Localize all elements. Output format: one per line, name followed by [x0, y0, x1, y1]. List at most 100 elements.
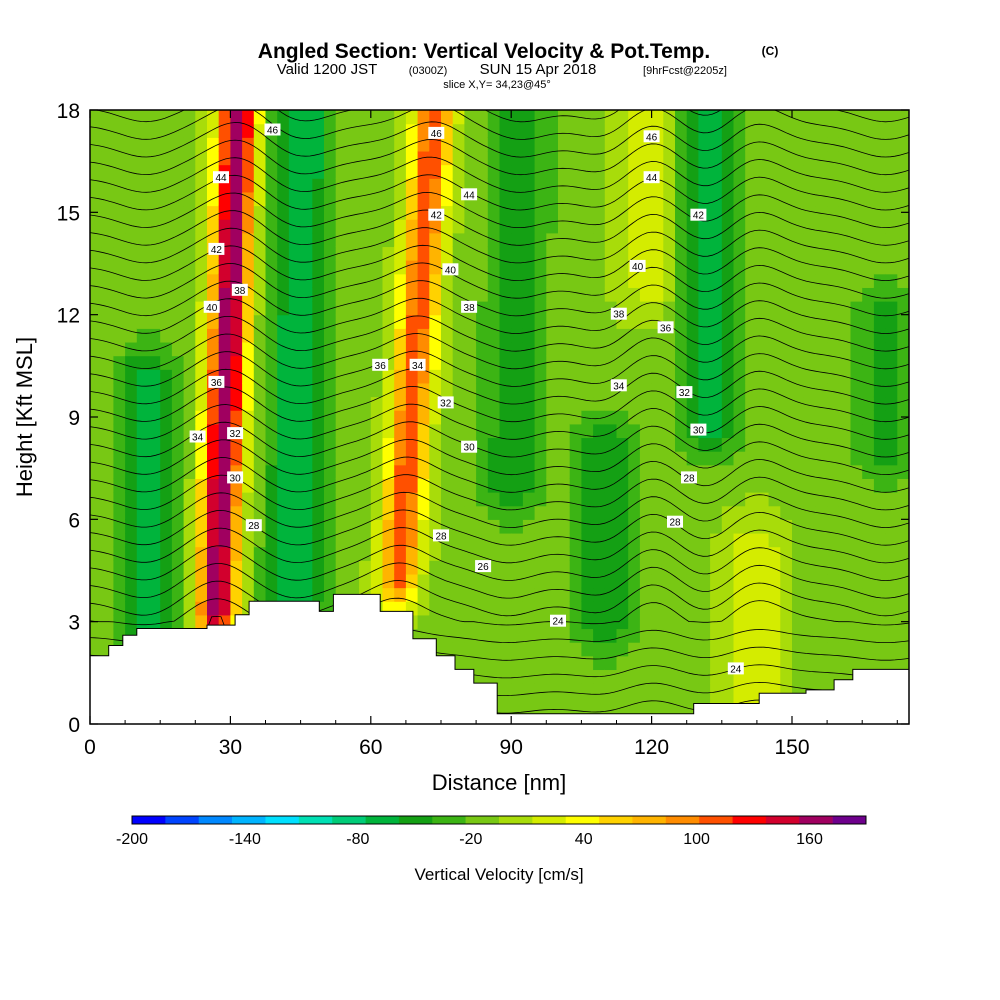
velocity-cell: [476, 260, 489, 275]
velocity-cell: [160, 178, 173, 193]
velocity-cell: [616, 205, 629, 220]
velocity-cell: [710, 396, 723, 411]
velocity-cell: [300, 369, 313, 384]
velocity-cell: [651, 232, 664, 248]
velocity-cell: [639, 601, 653, 616]
velocity-cell: [534, 328, 547, 343]
velocity-cell: [651, 464, 664, 479]
velocity-cell: [347, 492, 360, 507]
velocity-cell: [499, 696, 512, 711]
velocity-cell: [897, 642, 909, 657]
velocity-cell: [101, 464, 114, 479]
velocity-cell: [710, 341, 723, 357]
velocity-cell: [335, 519, 348, 534]
velocity-cell: [405, 314, 419, 329]
isentrope-label-box: [264, 123, 281, 136]
velocity-cell: [768, 260, 781, 275]
velocity-cell: [312, 273, 325, 288]
velocity-cell: [253, 328, 267, 343]
velocity-cell: [125, 123, 138, 138]
velocity-cell: [686, 341, 699, 357]
velocity-cell: [593, 355, 606, 370]
velocity-cell: [265, 246, 278, 261]
velocity-cell: [136, 232, 150, 248]
velocity-cell: [522, 410, 536, 425]
y-tick-label: 9: [68, 407, 80, 430]
velocity-cell: [768, 396, 781, 411]
velocity-cell: [792, 573, 805, 589]
velocity-cell: [581, 546, 594, 561]
velocity-cell: [452, 573, 465, 589]
velocity-cell: [721, 137, 735, 152]
velocity-cell: [464, 423, 477, 439]
velocity-cell: [300, 314, 313, 329]
velocity-cell: [639, 573, 653, 589]
velocity-cell: [148, 191, 161, 207]
velocity-cell: [850, 423, 863, 439]
velocity-cell: [581, 191, 594, 207]
velocity-cell: [604, 164, 618, 179]
velocity-cell: [885, 355, 898, 370]
velocity-cell: [850, 246, 863, 261]
velocity-cell: [207, 396, 220, 411]
velocity-cell: [569, 287, 582, 302]
velocity-cell: [171, 164, 185, 179]
velocity-cell: [639, 614, 653, 630]
velocity-cell: [663, 573, 676, 589]
velocity-cell: [476, 382, 489, 398]
velocity-cell: [382, 219, 395, 234]
velocity-cell: [604, 191, 618, 207]
velocity-cell: [464, 642, 477, 657]
velocity-cell: [218, 150, 231, 166]
isentrope-label: 34: [409, 358, 426, 372]
velocity-cell: [359, 355, 372, 370]
velocity-cell: [429, 328, 442, 343]
velocity-cell: [394, 587, 407, 602]
velocity-cell: [768, 273, 781, 288]
velocity-cell: [242, 546, 255, 561]
velocity-cell: [558, 287, 571, 302]
velocity-cell: [780, 369, 793, 384]
velocity-cell: [394, 519, 407, 534]
velocity-cell: [686, 150, 699, 166]
velocity-cell: [265, 382, 278, 398]
velocity-cell: [101, 150, 114, 166]
velocity-cell: [452, 219, 465, 234]
velocity-cell: [452, 451, 465, 466]
velocity-cell: [101, 273, 114, 288]
velocity-cell: [546, 464, 559, 479]
velocity-cell: [698, 301, 711, 316]
velocity-cell: [300, 451, 313, 466]
velocity-cell: [148, 532, 161, 548]
velocity-cell: [581, 519, 594, 534]
velocity-cell: [405, 573, 419, 589]
colorbar-swatch: [298, 816, 333, 824]
velocity-cell: [546, 137, 559, 152]
velocity-cell: [265, 437, 278, 452]
velocity-cell: [265, 205, 278, 220]
velocity-cell: [827, 573, 840, 589]
velocity-cell: [487, 532, 501, 548]
velocity-cell: [604, 642, 618, 657]
velocity-cell: [780, 232, 793, 248]
velocity-cell: [347, 396, 360, 411]
velocity-cell: [511, 260, 524, 275]
velocity-cell: [862, 150, 875, 166]
velocity-cell: [265, 546, 278, 561]
velocity-cell: [850, 655, 863, 671]
velocity-cell: [581, 137, 594, 152]
velocity-cell: [827, 532, 840, 548]
velocity-cell: [733, 451, 746, 466]
velocity-cell: [499, 369, 512, 384]
velocity-cell: [195, 341, 208, 357]
velocity-cell: [148, 396, 161, 411]
velocity-cell: [136, 423, 150, 439]
velocity-cell: [885, 164, 898, 179]
velocity-cell: [324, 505, 337, 520]
velocity-cell: [405, 110, 419, 125]
isentrope-line: [90, 474, 909, 511]
velocity-cell: [148, 164, 161, 179]
velocity-cell: [593, 314, 606, 329]
velocity-cell: [207, 355, 220, 370]
velocity-cell: [441, 437, 454, 452]
